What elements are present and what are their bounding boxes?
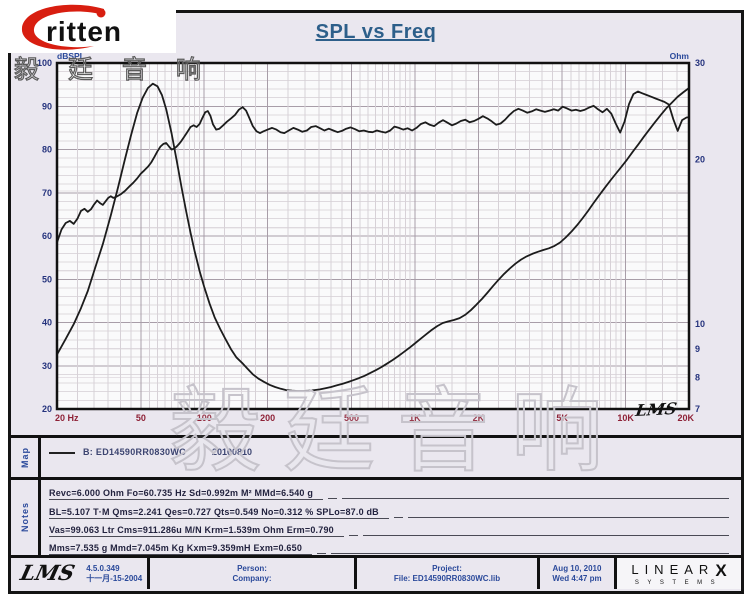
legend-curve-name: B: ED14590RR0830WC: [83, 447, 186, 457]
svg-text:90: 90: [42, 101, 52, 111]
note-parameters-1: Revc=6.000 Ohm Fo=60.735 Hz Sd=0.992m M²…: [49, 488, 324, 501]
chart-region: 100 90 80 70 60 50 40 30 20 30 20 10 9 8 7 20 Hz 50 100 20…: [11, 51, 741, 435]
svg-text:7: 7: [695, 404, 700, 414]
svg-text:200: 200: [260, 413, 275, 423]
file-label: File: ED14590RR0830WC.lib: [393, 573, 501, 583]
linearx-x: X: [715, 560, 727, 580]
note-parameters-4: Mms=7.535 g Mmd=7.045m Kg Kxm=9.359mH Ex…: [49, 543, 313, 555]
note-dash: [317, 553, 327, 554]
svg-text:30: 30: [695, 58, 705, 68]
svg-text:40: 40: [42, 318, 52, 328]
person-label: Person:: [237, 563, 267, 573]
svg-text:dBSPL: dBSPL: [57, 51, 85, 61]
svg-text:60: 60: [42, 231, 52, 241]
svg-text:50: 50: [136, 413, 146, 423]
svg-text:8: 8: [695, 372, 700, 382]
svg-text:20 Hz: 20 Hz: [55, 413, 79, 423]
svg-text:1K: 1K: [409, 413, 421, 423]
logo-swoosh: [21, 4, 104, 50]
svg-text:500: 500: [344, 413, 359, 423]
svg-text:20: 20: [42, 404, 52, 414]
linearx-linear-text: LINEAR: [631, 562, 715, 578]
footer-lms-cell: LMS 4.5.0.349 十一月-15-2004: [11, 558, 150, 589]
svg-text:70: 70: [42, 188, 52, 198]
svg-text:20K: 20K: [677, 413, 694, 423]
report-date: Aug 10, 2010: [552, 563, 602, 573]
note-parameters-2: BL=5.107 T·M Qms=2.241 Qes=0.727 Qts=0.5…: [49, 507, 389, 519]
page-title: SPL vs Freq: [315, 20, 437, 43]
svg-text:Ohm: Ohm: [670, 51, 690, 61]
version-date: 十一月-15-2004: [86, 573, 143, 583]
report-time: Wed 4:47 pm: [552, 573, 602, 583]
logo-dot-icon: [96, 8, 106, 18]
brand-logo-graphic: ritten: [21, 4, 122, 50]
svg-text:80: 80: [42, 145, 52, 155]
note-rule: [331, 553, 729, 554]
svg-text:2K: 2K: [473, 413, 485, 423]
footer-date-cell: Aug 10, 2010 Wed 4:47 pm: [540, 558, 617, 589]
note-line: Revc=6.000 Ohm Fo=60.735 Hz Sd=0.992m M²…: [49, 482, 733, 501]
version-number: 4.5.0.349: [86, 563, 120, 573]
notes-label-cell: Notes: [11, 480, 41, 555]
note-dash: [393, 516, 403, 518]
svg-text:100: 100: [37, 58, 52, 68]
svg-text:100: 100: [197, 413, 212, 423]
svg-text:10: 10: [695, 319, 705, 329]
linearx-wordmark: LINEAR X: [631, 560, 726, 581]
linearx-logo: LINEAR X SYSTEMS: [617, 558, 741, 589]
note-dash: [328, 498, 338, 500]
lms-plot-logo: LMS: [634, 398, 679, 421]
svg-text:50: 50: [42, 274, 52, 284]
legend: B: ED14590RR0830WC 20100810: [41, 438, 741, 477]
lms-footer-logo: LMS: [18, 560, 78, 586]
note-line: Vas=99.063 Ltr Cms=911.286u M/N Krm=1.53…: [49, 519, 733, 537]
logo-brand-text: ritten: [46, 16, 122, 47]
note-line: BL=5.107 T·M Qms=2.241 Qes=0.727 Qts=0.5…: [49, 500, 733, 519]
title-bar: SPL vs Freq: [11, 13, 741, 51]
legend-line-sample: [49, 452, 75, 454]
notes-row: Notes Revc=6.000 Ohm Fo=60.735 Hz Sd=0.9…: [11, 477, 741, 555]
linearx-systems-text: SYSTEMS: [634, 579, 724, 586]
note-rule: [407, 516, 729, 518]
map-label-cell: Map: [11, 438, 41, 477]
footer-project-cell: Project: File: ED14590RR0830WC.lib: [357, 558, 540, 589]
note-rule: [362, 534, 729, 536]
notes-label: Notes: [19, 502, 30, 533]
note-dash: [348, 534, 358, 536]
report-sheet: SPL vs Freq 100 90 80 70 60 50 40 30 20 30 20 10 9 8 7…: [8, 10, 744, 594]
notes-content: Revc=6.000 Ohm Fo=60.735 Hz Sd=0.992m M²…: [41, 480, 741, 555]
footer-bar: LMS 4.5.0.349 十一月-15-2004 Person: Compan…: [11, 555, 741, 589]
brand-logo: ritten: [8, 1, 176, 53]
note-parameters-3: Vas=99.063 Ltr Cms=911.286u M/N Krm=1.53…: [49, 525, 344, 537]
svg-text:5K: 5K: [556, 413, 568, 423]
svg-text:9: 9: [695, 344, 700, 354]
svg-text:30: 30: [42, 361, 52, 371]
map-label: Map: [19, 447, 30, 468]
map-row: Map B: ED14590RR0830WC 20100810: [11, 435, 741, 477]
note-rule: [342, 498, 729, 500]
note-line: Mms=7.535 g Mmd=7.045m Kg Kxm=9.359mH Ex…: [49, 537, 733, 555]
svg-text:10K: 10K: [617, 413, 634, 423]
plot-svg: 100 90 80 70 60 50 40 30 20 30 20 10 9 8 7 20 Hz 50 100 20…: [37, 51, 705, 423]
footer-person-cell: Person: Company:: [150, 558, 357, 589]
company-label: Company:: [232, 573, 272, 583]
svg-text:20: 20: [695, 154, 705, 164]
project-label: Project:: [432, 563, 462, 573]
legend-date: 20100810: [211, 447, 252, 457]
version-block: 4.5.0.349 十一月-15-2004: [86, 564, 142, 584]
